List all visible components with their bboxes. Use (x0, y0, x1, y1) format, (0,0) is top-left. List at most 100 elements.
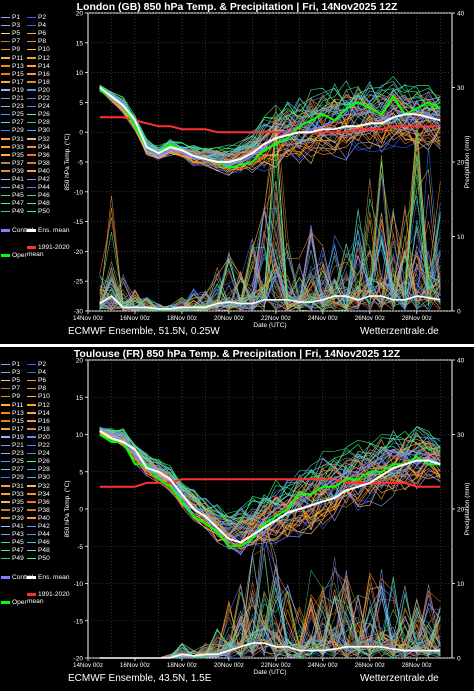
legend-item: P7 (1, 385, 20, 393)
legend-item: 1991-2020 mean (27, 591, 70, 605)
legend-label: P16 (38, 70, 50, 78)
legend-swatch (27, 576, 36, 579)
legend-item: P14 (27, 410, 50, 418)
legend-label: P42 (38, 523, 50, 530)
legend-label: P25 (12, 111, 24, 119)
legend-item: P38 (27, 507, 50, 515)
legend-swatch (1, 525, 10, 527)
legend-item: P20 (27, 434, 50, 442)
legend-label: P41 (12, 176, 24, 183)
legend-label: P6 (38, 30, 47, 38)
legend-item: P41 (1, 523, 24, 531)
legend-item: P3 (1, 22, 20, 30)
member-precip-line (99, 192, 441, 311)
legend-label: P39 (12, 167, 24, 175)
legend-swatch (27, 81, 36, 83)
legend-item: P9 (1, 393, 20, 401)
legend-label: P23 (12, 450, 24, 458)
legend-swatch (1, 97, 10, 99)
x-tick-label: 16Nov 00z (120, 662, 150, 669)
legend-label: P45 (12, 539, 24, 547)
legend-item: P28 (27, 466, 50, 474)
legend-item: Ens. mean (27, 574, 70, 582)
legend-swatch (1, 395, 10, 398)
legend-label: P38 (38, 159, 50, 167)
footer-source: Wetterzentrale.de (360, 326, 439, 337)
x-axis-label: Date (UTC) (253, 322, 286, 329)
legend-label: P19 (12, 433, 24, 441)
legend-swatch (27, 509, 36, 511)
legend-swatch (1, 121, 10, 124)
legend-swatch (1, 229, 10, 232)
legend-swatch (1, 16, 10, 18)
legend-swatch (27, 138, 36, 140)
legend-item: P36 (27, 152, 50, 160)
legend-swatch (1, 493, 10, 495)
legend-item: P24 (27, 103, 50, 111)
legend-label: P34 (38, 490, 50, 498)
legend-item: P12 (27, 55, 50, 63)
legend-label: P8 (38, 385, 47, 393)
footer-source: Wetterzentrale.de (360, 673, 439, 684)
legend-label: P13 (12, 409, 24, 417)
legend-item: P45 (1, 192, 24, 200)
legend-swatch (27, 476, 36, 479)
legend-item: Control (1, 227, 33, 235)
legend-label: P47 (12, 547, 24, 555)
legend-item: P24 (27, 450, 50, 458)
legend-label: Ens. mean (38, 227, 70, 234)
chart-panel-toulouse: Toulouse (FR) 850 hPa Temp. & Precipitat… (0, 347, 474, 691)
y-tick-label: -20 (74, 249, 84, 256)
legend-label: P49 (12, 555, 24, 563)
legend-label: P10 (38, 393, 50, 401)
y-tick-label: -20 (74, 656, 84, 663)
legend-swatch (1, 162, 10, 164)
legend-swatch (1, 444, 10, 446)
legend-label: P32 (38, 135, 50, 143)
legend-label: P27 (12, 119, 24, 127)
legend-label: P9 (12, 393, 21, 401)
legend-label: P26 (38, 458, 50, 466)
legend-label: P5 (12, 377, 21, 385)
y-tick-label: -25 (74, 279, 84, 286)
legend-swatch (27, 154, 36, 156)
legend-swatch (1, 81, 10, 83)
member-temp-line (99, 427, 441, 525)
legend-label: P20 (38, 86, 50, 94)
legend-item: P25 (1, 458, 24, 466)
x-tick-label: 18Nov 00z (167, 662, 197, 669)
legend-swatch (27, 371, 36, 374)
legend-label: P22 (38, 95, 50, 102)
legend-swatch (1, 65, 10, 67)
legend-swatch (27, 395, 36, 398)
legend-label: P24 (38, 103, 50, 111)
legend-label: P8 (38, 38, 47, 46)
legend-label: P18 (38, 425, 50, 433)
x-tick-label: 20Nov 00z (214, 315, 244, 322)
y-right-tick-label: 40 (457, 358, 465, 365)
legend-swatch (1, 73, 10, 75)
member-temp-line (99, 429, 441, 525)
legend-swatch (27, 444, 36, 446)
legend-item: P37 (1, 507, 24, 515)
legend-item: P8 (27, 38, 46, 46)
legend-swatch (27, 379, 36, 382)
y-tick-label: 5 (79, 100, 83, 107)
legend-item: P47 (1, 200, 24, 208)
legend-item: P13 (1, 63, 24, 71)
legend-item: P39 (1, 168, 24, 176)
legend-label: P4 (38, 369, 47, 377)
legend-swatch (1, 601, 10, 604)
legend-swatch (1, 146, 10, 148)
legend-item: P1 (1, 361, 20, 369)
plot-area: -30 -25 -20 -15 -10 -5 0 5 10 15 20 0 10 20 30 40 14Nov … (63, 11, 471, 330)
y-tick-label: 15 (76, 395, 84, 402)
legend-swatch (1, 412, 10, 414)
legend-label: P3 (12, 22, 21, 30)
legend-label: P11 (12, 401, 24, 409)
legend-swatch (1, 549, 10, 552)
legend-item: P11 (1, 55, 23, 63)
legend-swatch (1, 436, 10, 438)
legend-item: P31 (1, 136, 24, 144)
member-temp-line (99, 428, 441, 523)
